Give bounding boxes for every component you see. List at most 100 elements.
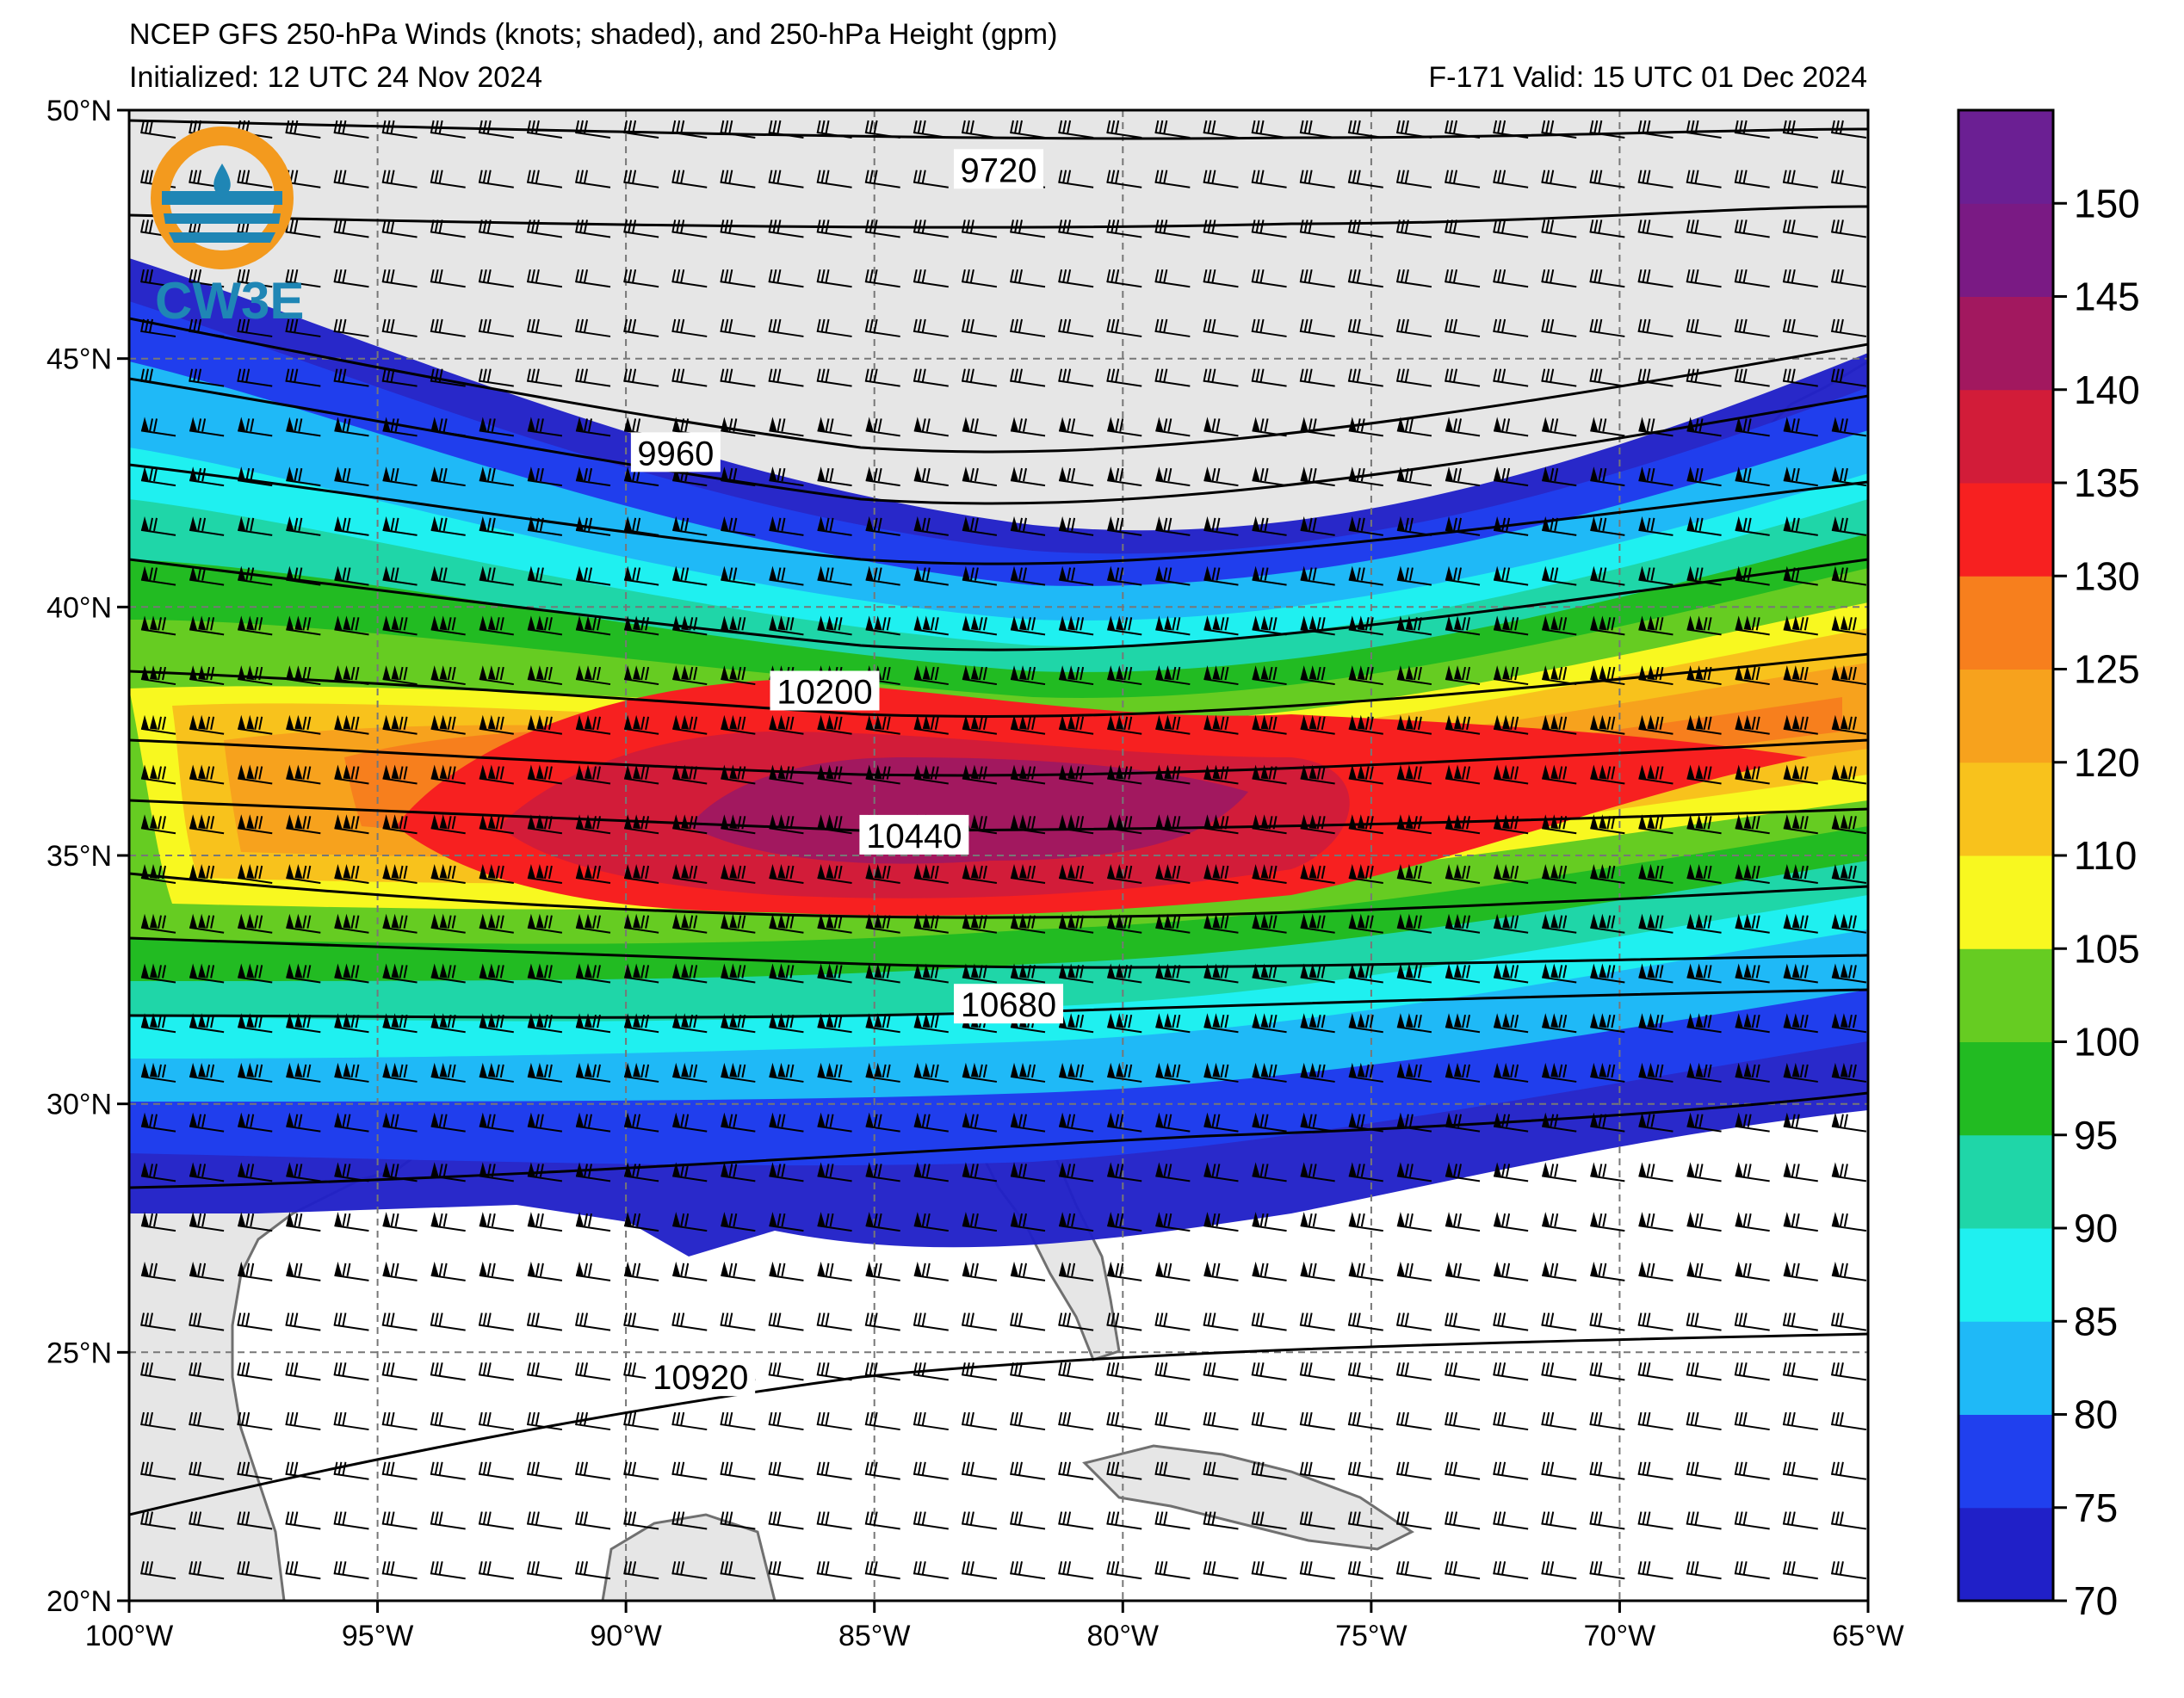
- wind-barb: [1010, 913, 1046, 934]
- wind-barb: [721, 516, 756, 536]
- wind-barb: [1445, 516, 1481, 536]
- colorbar-swatch: [1958, 1228, 2053, 1322]
- wind-barb: [1589, 1511, 1625, 1530]
- gridlines: [129, 110, 1868, 1601]
- wind-barb: [381, 1312, 418, 1331]
- wind-barb: [1445, 368, 1481, 387]
- wind-barb: [382, 1112, 418, 1133]
- wind-barb: [817, 1162, 852, 1182]
- wind-barb: [1107, 665, 1142, 686]
- wind-barb: [1686, 963, 1722, 984]
- wind-barb: [865, 516, 900, 536]
- wind-barb: [526, 269, 563, 288]
- wind-barb: [1106, 1312, 1142, 1331]
- wind-barb: [1155, 516, 1191, 536]
- wind-barb: [913, 1013, 949, 1034]
- wind-barb: [1299, 1561, 1335, 1580]
- wind-barb: [1347, 1411, 1383, 1431]
- wind-barb: [1735, 864, 1770, 884]
- wind-barb: [1396, 864, 1432, 884]
- wind-barb: [864, 318, 900, 337]
- wind-barb: [913, 565, 949, 586]
- wind-barb: [1010, 665, 1046, 686]
- wind-barb: [623, 368, 659, 387]
- colorbar-label: 85: [2074, 1299, 2118, 1343]
- wind-barb: [382, 814, 418, 835]
- wind-barb: [478, 318, 514, 337]
- wind-barb: [575, 516, 611, 536]
- wind-barb: [1203, 565, 1239, 586]
- wind-barb: [720, 318, 756, 337]
- wind-barb: [1251, 1461, 1287, 1480]
- wind-barb: [962, 1261, 998, 1281]
- wind-barb: [575, 417, 611, 437]
- wind-barb: [333, 1312, 369, 1331]
- wind-barb: [1203, 466, 1239, 487]
- wind-barb: [913, 1511, 949, 1530]
- wind-barb: [1783, 1112, 1818, 1133]
- wind-barb: [865, 913, 900, 934]
- wind-barb: [768, 1411, 804, 1431]
- wind-barb: [381, 318, 418, 337]
- wind-barb: [334, 764, 369, 785]
- wind-barb: [286, 615, 321, 636]
- wind-barb: [1058, 170, 1094, 188]
- wind-barb: [1252, 1261, 1287, 1281]
- wind-barb: [1686, 466, 1722, 487]
- wind-barb: [1107, 913, 1142, 934]
- wind-barb: [913, 1261, 949, 1281]
- wind-barb: [527, 864, 563, 884]
- wind-barb: [479, 417, 514, 437]
- wind-barb: [1637, 1312, 1674, 1331]
- wind-barb: [140, 814, 176, 835]
- wind-barb: [1541, 1362, 1577, 1381]
- wind-barb: [333, 1561, 369, 1580]
- wind-barb: [1734, 1561, 1770, 1580]
- wind-barb: [189, 665, 225, 686]
- wind-barb: [1637, 170, 1674, 188]
- colorbar-swatch: [1958, 762, 2053, 856]
- wind-barb: [1058, 1013, 1094, 1034]
- wind-barb: [1058, 1511, 1094, 1530]
- wind-barb: [721, 1112, 756, 1133]
- wind-barb: [1010, 565, 1046, 586]
- wind-barb: [479, 665, 514, 686]
- map-title: NCEP GFS 250-hPa Winds (knots; shaded), …: [129, 18, 1058, 51]
- wind-barb: [962, 864, 998, 884]
- wind-barb: [1203, 913, 1239, 934]
- wind-barb: [1058, 1411, 1094, 1431]
- wind-barb: [1395, 368, 1432, 387]
- wind-barb: [720, 1561, 756, 1580]
- wind-barb: [1010, 714, 1046, 735]
- wind-barb: [382, 565, 418, 586]
- wind-barb: [1445, 615, 1481, 636]
- wind-barb: [334, 516, 369, 536]
- wind-barb: [1347, 1561, 1383, 1580]
- wind-barb: [1154, 1461, 1191, 1480]
- colorbar-swatch: [1958, 1134, 2053, 1229]
- wind-barb: [1782, 219, 1818, 238]
- wind-barb: [1445, 1511, 1481, 1530]
- wind-barb: [672, 1112, 708, 1133]
- wind-barb: [1252, 714, 1287, 735]
- wind-barb: [1735, 1013, 1770, 1034]
- wind-barb: [961, 1411, 998, 1431]
- wind-barb: [913, 615, 949, 636]
- wind-barb: [1541, 1511, 1577, 1530]
- wind-barb: [1058, 1362, 1094, 1381]
- wind-barb: [478, 1561, 514, 1580]
- wind-barb: [1686, 1162, 1722, 1182]
- wind-barb: [1830, 318, 1867, 337]
- wind-barb: [285, 1511, 321, 1530]
- wind-barb: [286, 814, 321, 835]
- colorbar-label: 95: [2074, 1113, 2118, 1158]
- wind-barb: [334, 1212, 369, 1232]
- wind-barb: [1010, 1112, 1046, 1133]
- wind-barb: [1541, 1312, 1577, 1331]
- wind-barb: [575, 1461, 611, 1480]
- wind-barb: [189, 368, 225, 387]
- contour-label: 10920: [653, 1359, 748, 1397]
- wind-barb: [286, 1062, 321, 1083]
- wind-barb: [1010, 1261, 1046, 1281]
- wind-barb: [913, 466, 949, 487]
